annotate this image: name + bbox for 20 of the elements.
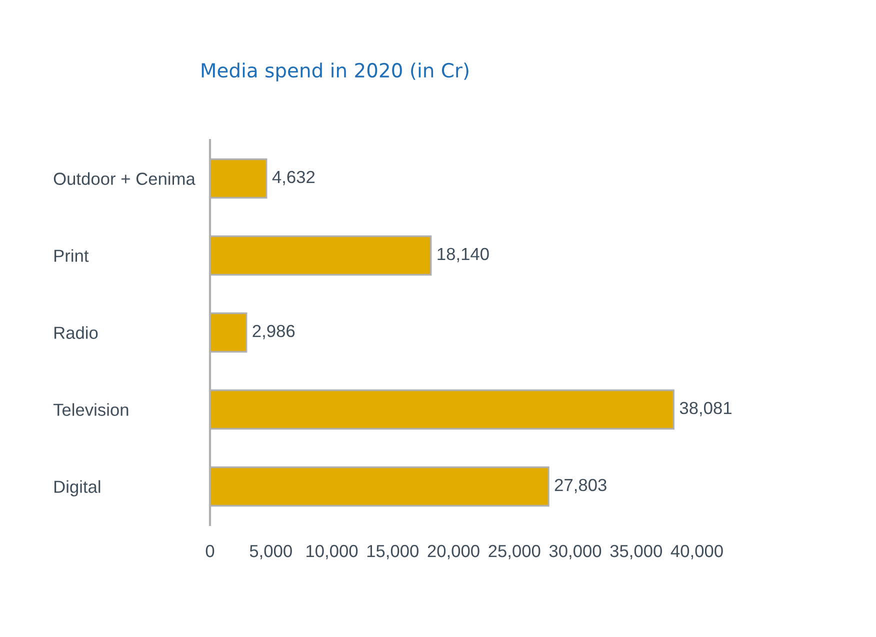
y-tick-label: Television xyxy=(53,403,128,416)
data-label: 2,986 xyxy=(252,324,295,340)
data-label: 18,140 xyxy=(438,248,489,262)
x-tick-label: 5,000 xyxy=(250,544,292,560)
x-tick-label: 0 xyxy=(206,544,214,558)
data-label: 27,803 xyxy=(554,478,606,494)
x-tick-label: 10,000 xyxy=(306,544,358,560)
x-tick-label: 35,000 xyxy=(610,544,662,560)
data-label: 38,081 xyxy=(680,402,732,416)
y-tick-label: Radio xyxy=(54,326,98,339)
x-tick-label: 20,000 xyxy=(428,544,480,560)
x-tick-label: 40,000 xyxy=(670,544,723,560)
chart-title: Media spend in 2020 (in Cr) xyxy=(202,62,468,82)
y-tick-label: Digital xyxy=(54,480,100,496)
x-tick-label: 30,000 xyxy=(549,544,602,560)
y-tick-label: Print xyxy=(54,249,89,262)
y-tick-label: Outdoor + Cenima xyxy=(54,172,196,185)
x-tick-label: 15,000 xyxy=(367,544,418,560)
x-tick-label: 25,000 xyxy=(488,544,540,560)
data-label: 4,632 xyxy=(272,170,315,186)
